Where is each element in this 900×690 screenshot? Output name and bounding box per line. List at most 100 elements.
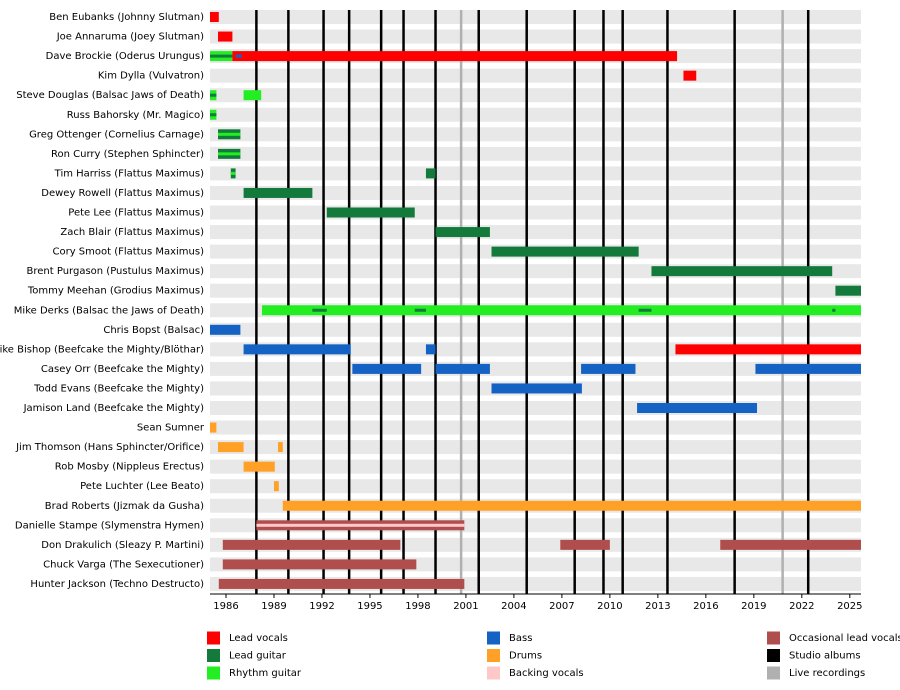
legend-label: Drums — [509, 651, 542, 662]
role-span — [232, 51, 678, 62]
legend-swatch — [487, 666, 500, 680]
role-span — [218, 578, 465, 589]
member-name: Russ Bahorsky (Mr. Magico) — [67, 110, 204, 121]
legend-label: Rhythm guitar — [229, 668, 302, 679]
x-tick-label: 1986 — [213, 601, 238, 612]
member-name: Brent Purgason (Pustulus Maximus) — [27, 266, 205, 277]
role-stripe — [210, 54, 233, 58]
member-name: Zach Blair (Flattus Maximus) — [60, 227, 204, 238]
member-name: Hunter Jackson (Techno Destructo) — [30, 579, 204, 590]
role-span — [243, 344, 351, 355]
role-span — [755, 363, 861, 374]
legend-label: Live recordings — [789, 668, 865, 679]
role-stripe — [414, 308, 426, 312]
row-band — [210, 401, 861, 415]
legend-label: Studio albums — [789, 651, 861, 662]
legend-swatch — [487, 631, 500, 645]
role-span — [425, 344, 436, 355]
role-span — [675, 344, 861, 355]
x-tick-label: 1995 — [357, 601, 382, 612]
legend-swatch — [207, 649, 220, 662]
legend-swatch — [207, 666, 220, 680]
legend-label: Lead guitar — [229, 651, 287, 662]
member-name: Brad Roberts (Jizmak da Gusha) — [45, 501, 204, 512]
member-name: Tommy Meehan (Grodius Maximus) — [27, 286, 204, 297]
row-band — [210, 29, 861, 44]
role-span — [425, 168, 436, 179]
member-name: Jamison Land (Beefcake the Mighty) — [23, 403, 205, 414]
row-band — [210, 146, 861, 161]
role-span — [683, 70, 697, 81]
row-band — [210, 10, 861, 24]
member-name: Casey Orr (Beefcake the Mighty) — [41, 364, 204, 375]
x-tick-label: 1998 — [405, 601, 430, 612]
member-name: Dewey Rowell (Flattus Maximus) — [41, 188, 204, 199]
member-name: Dave Brockie (Oderus Urungus) — [46, 51, 204, 62]
x-tick-label: 1989 — [261, 601, 286, 612]
role-stripe — [230, 171, 236, 175]
row-band — [210, 205, 861, 220]
legend-swatch — [767, 631, 780, 645]
role-span — [835, 285, 861, 296]
role-span — [210, 12, 219, 22]
role-stripe — [217, 132, 241, 136]
role-span — [217, 31, 233, 42]
role-stripe — [210, 113, 217, 117]
x-tick-label: 2025 — [837, 601, 862, 612]
member-name: Sean Sumner — [137, 423, 205, 434]
legend-label: Bass — [509, 633, 532, 644]
legend-label: Lead vocals — [229, 633, 288, 644]
row-band — [210, 283, 861, 298]
member-name: Danielle Stampe (Slymenstra Hymen) — [15, 520, 204, 531]
role-stripe — [217, 152, 241, 156]
role-span — [261, 305, 862, 316]
member-name: Chris Bopst (Balsac) — [103, 325, 204, 336]
member-name: Mike Derks (Balsac the Jaws of Death) — [14, 305, 204, 316]
row-band — [210, 420, 861, 435]
role-span — [222, 539, 401, 550]
x-tick-label: 2016 — [693, 601, 718, 612]
member-name: Kim Dylla (Vulvatron) — [98, 71, 204, 82]
legend-swatch — [207, 631, 220, 645]
member-name: Jim Thomson (Hans Sphincter/Orifice) — [15, 442, 204, 453]
role-stripe — [210, 93, 217, 97]
x-tick-label: 2013 — [645, 601, 670, 612]
role-stripe — [256, 523, 465, 527]
row-band — [210, 322, 861, 337]
row-band — [210, 440, 861, 455]
legend-swatch — [767, 666, 780, 680]
member-name: Joe Annaruma (Joey Slutman) — [56, 32, 204, 43]
x-tick-label: 2007 — [549, 601, 574, 612]
row-band — [210, 88, 861, 103]
role-span — [282, 500, 861, 511]
role-span — [210, 324, 241, 335]
legend-label: Backing vocals — [509, 668, 584, 679]
x-tick-label: 2001 — [453, 601, 478, 612]
member-name: Tim Harriss (Flattus Maximus) — [54, 168, 204, 179]
x-tick-label: 2022 — [789, 601, 814, 612]
member-name: Mike Bishop (Beefcake the Mighty/Blöthar… — [0, 344, 204, 355]
role-span — [222, 559, 417, 570]
row-band — [210, 225, 861, 240]
role-span — [651, 266, 833, 277]
row-band — [210, 185, 861, 200]
row-band — [210, 166, 861, 181]
member-name: Pete Luchter (Lee Beato) — [80, 481, 204, 492]
role-span — [720, 539, 861, 550]
role-span — [243, 90, 262, 101]
x-tick-label: 1992 — [309, 601, 334, 612]
legend-swatch — [767, 649, 780, 662]
member-name: Greg Ottenger (Cornelius Carnage) — [29, 129, 204, 140]
role-span — [491, 383, 582, 394]
row-band — [210, 479, 861, 494]
role-span — [326, 207, 415, 218]
role-span — [243, 461, 275, 472]
row-band — [210, 127, 861, 142]
member-name: Steve Douglas (Balsac Jaws of Death) — [16, 90, 204, 101]
row-band — [210, 68, 861, 83]
member-name: Chuck Varga (The Sexecutioner) — [43, 559, 204, 570]
x-tick-label: 2010 — [597, 601, 622, 612]
member-name: Cory Smoot (Flattus Maximus) — [52, 247, 204, 258]
row-band — [210, 107, 861, 122]
